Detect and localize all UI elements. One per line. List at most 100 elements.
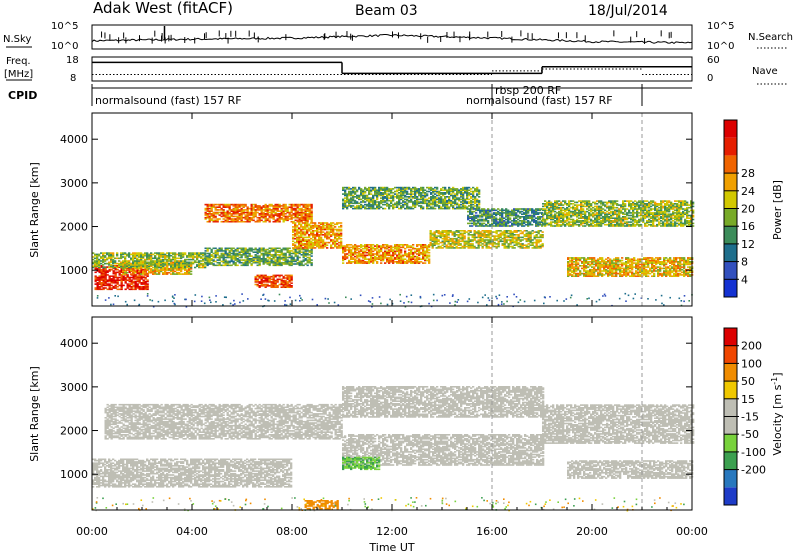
power-cell	[396, 244, 398, 246]
power-cell	[196, 252, 198, 254]
power-cell	[231, 255, 233, 257]
power-cell	[384, 196, 386, 198]
power-cell	[269, 204, 271, 206]
power-cell	[344, 189, 346, 191]
power-cell	[261, 220, 263, 222]
power-cell	[295, 249, 297, 251]
power-cell	[446, 247, 448, 249]
power-cell	[376, 244, 378, 246]
power-cell	[384, 244, 386, 246]
power-cell	[527, 217, 529, 219]
power-cell	[510, 246, 512, 248]
power-cell	[350, 249, 352, 251]
power-cell	[496, 238, 498, 240]
power-cell	[432, 206, 434, 208]
power-cell	[128, 260, 130, 262]
power-cell	[304, 231, 306, 233]
power-cell	[436, 197, 438, 199]
power-cell	[364, 191, 366, 193]
power-cell	[444, 208, 446, 210]
power-cell	[482, 238, 484, 240]
power-cell	[502, 231, 504, 233]
power-cell	[117, 277, 119, 279]
power-cell	[448, 247, 450, 249]
power-cell	[94, 260, 96, 262]
power-cell	[418, 248, 420, 250]
power-cell	[460, 208, 462, 210]
power-cell	[229, 257, 231, 259]
power-cell	[434, 189, 436, 191]
power-cell	[110, 260, 112, 262]
power-cell	[458, 189, 460, 191]
power-cell	[466, 195, 468, 197]
power-cell	[229, 261, 231, 263]
power-cell	[438, 208, 440, 210]
power-cell	[482, 234, 484, 236]
power-cell	[298, 235, 300, 237]
power-cell	[344, 200, 346, 202]
power-cell	[292, 247, 294, 249]
power-cell	[380, 255, 382, 257]
power-cell	[356, 208, 358, 210]
power-cell	[289, 250, 291, 252]
power-cell	[358, 252, 360, 254]
power-cell	[519, 216, 521, 218]
power-cell	[200, 256, 202, 258]
power-cell	[144, 260, 146, 262]
power-cell	[279, 213, 281, 215]
power-cell	[143, 286, 145, 288]
power-cell	[526, 230, 528, 232]
power-cell	[356, 189, 358, 191]
power-cell	[136, 260, 138, 262]
power-cell	[294, 222, 296, 224]
power-cell	[350, 252, 352, 254]
power-cell	[289, 286, 291, 288]
power-cell	[474, 234, 476, 236]
power-cell	[310, 238, 312, 240]
power-cell	[245, 212, 247, 214]
power-cell	[287, 286, 289, 288]
power-cell	[370, 189, 372, 191]
power-cell	[430, 234, 432, 236]
power-cell	[466, 206, 468, 208]
power-cell	[540, 244, 542, 246]
power-cell	[245, 248, 247, 250]
power-cell	[352, 245, 354, 247]
power-cell	[430, 192, 432, 194]
power-cell	[160, 260, 162, 262]
power-cell	[332, 234, 334, 236]
power-cell	[293, 217, 295, 219]
power-cell	[486, 230, 488, 232]
power-cell	[481, 208, 483, 210]
power-cell	[245, 259, 247, 261]
power-cell	[400, 252, 402, 254]
power-cell	[501, 217, 503, 219]
power-cell	[231, 221, 233, 223]
power-cell	[372, 187, 374, 189]
power-cell	[483, 223, 485, 225]
power-cell	[490, 247, 492, 249]
power-cell	[223, 209, 225, 211]
power-cell	[366, 252, 368, 254]
power-cell	[124, 256, 126, 258]
power-cell	[467, 211, 469, 213]
power-cell	[390, 188, 392, 190]
power-cell	[422, 244, 424, 246]
power-cell	[519, 208, 521, 210]
power-cell	[432, 234, 434, 236]
power-cell	[468, 195, 470, 197]
power-cell	[182, 273, 184, 275]
power-cell	[452, 195, 454, 197]
power-cell	[424, 258, 426, 260]
power-cell	[452, 201, 454, 203]
power-cell	[346, 262, 348, 264]
power-cell	[154, 263, 156, 265]
power-cell	[442, 241, 444, 243]
power-cell	[265, 286, 267, 288]
power-cell	[253, 212, 255, 214]
power-cell	[324, 242, 326, 244]
power-cell	[408, 206, 410, 208]
power-cell	[446, 196, 448, 198]
power-cell	[320, 226, 322, 228]
power-cell	[176, 258, 178, 260]
